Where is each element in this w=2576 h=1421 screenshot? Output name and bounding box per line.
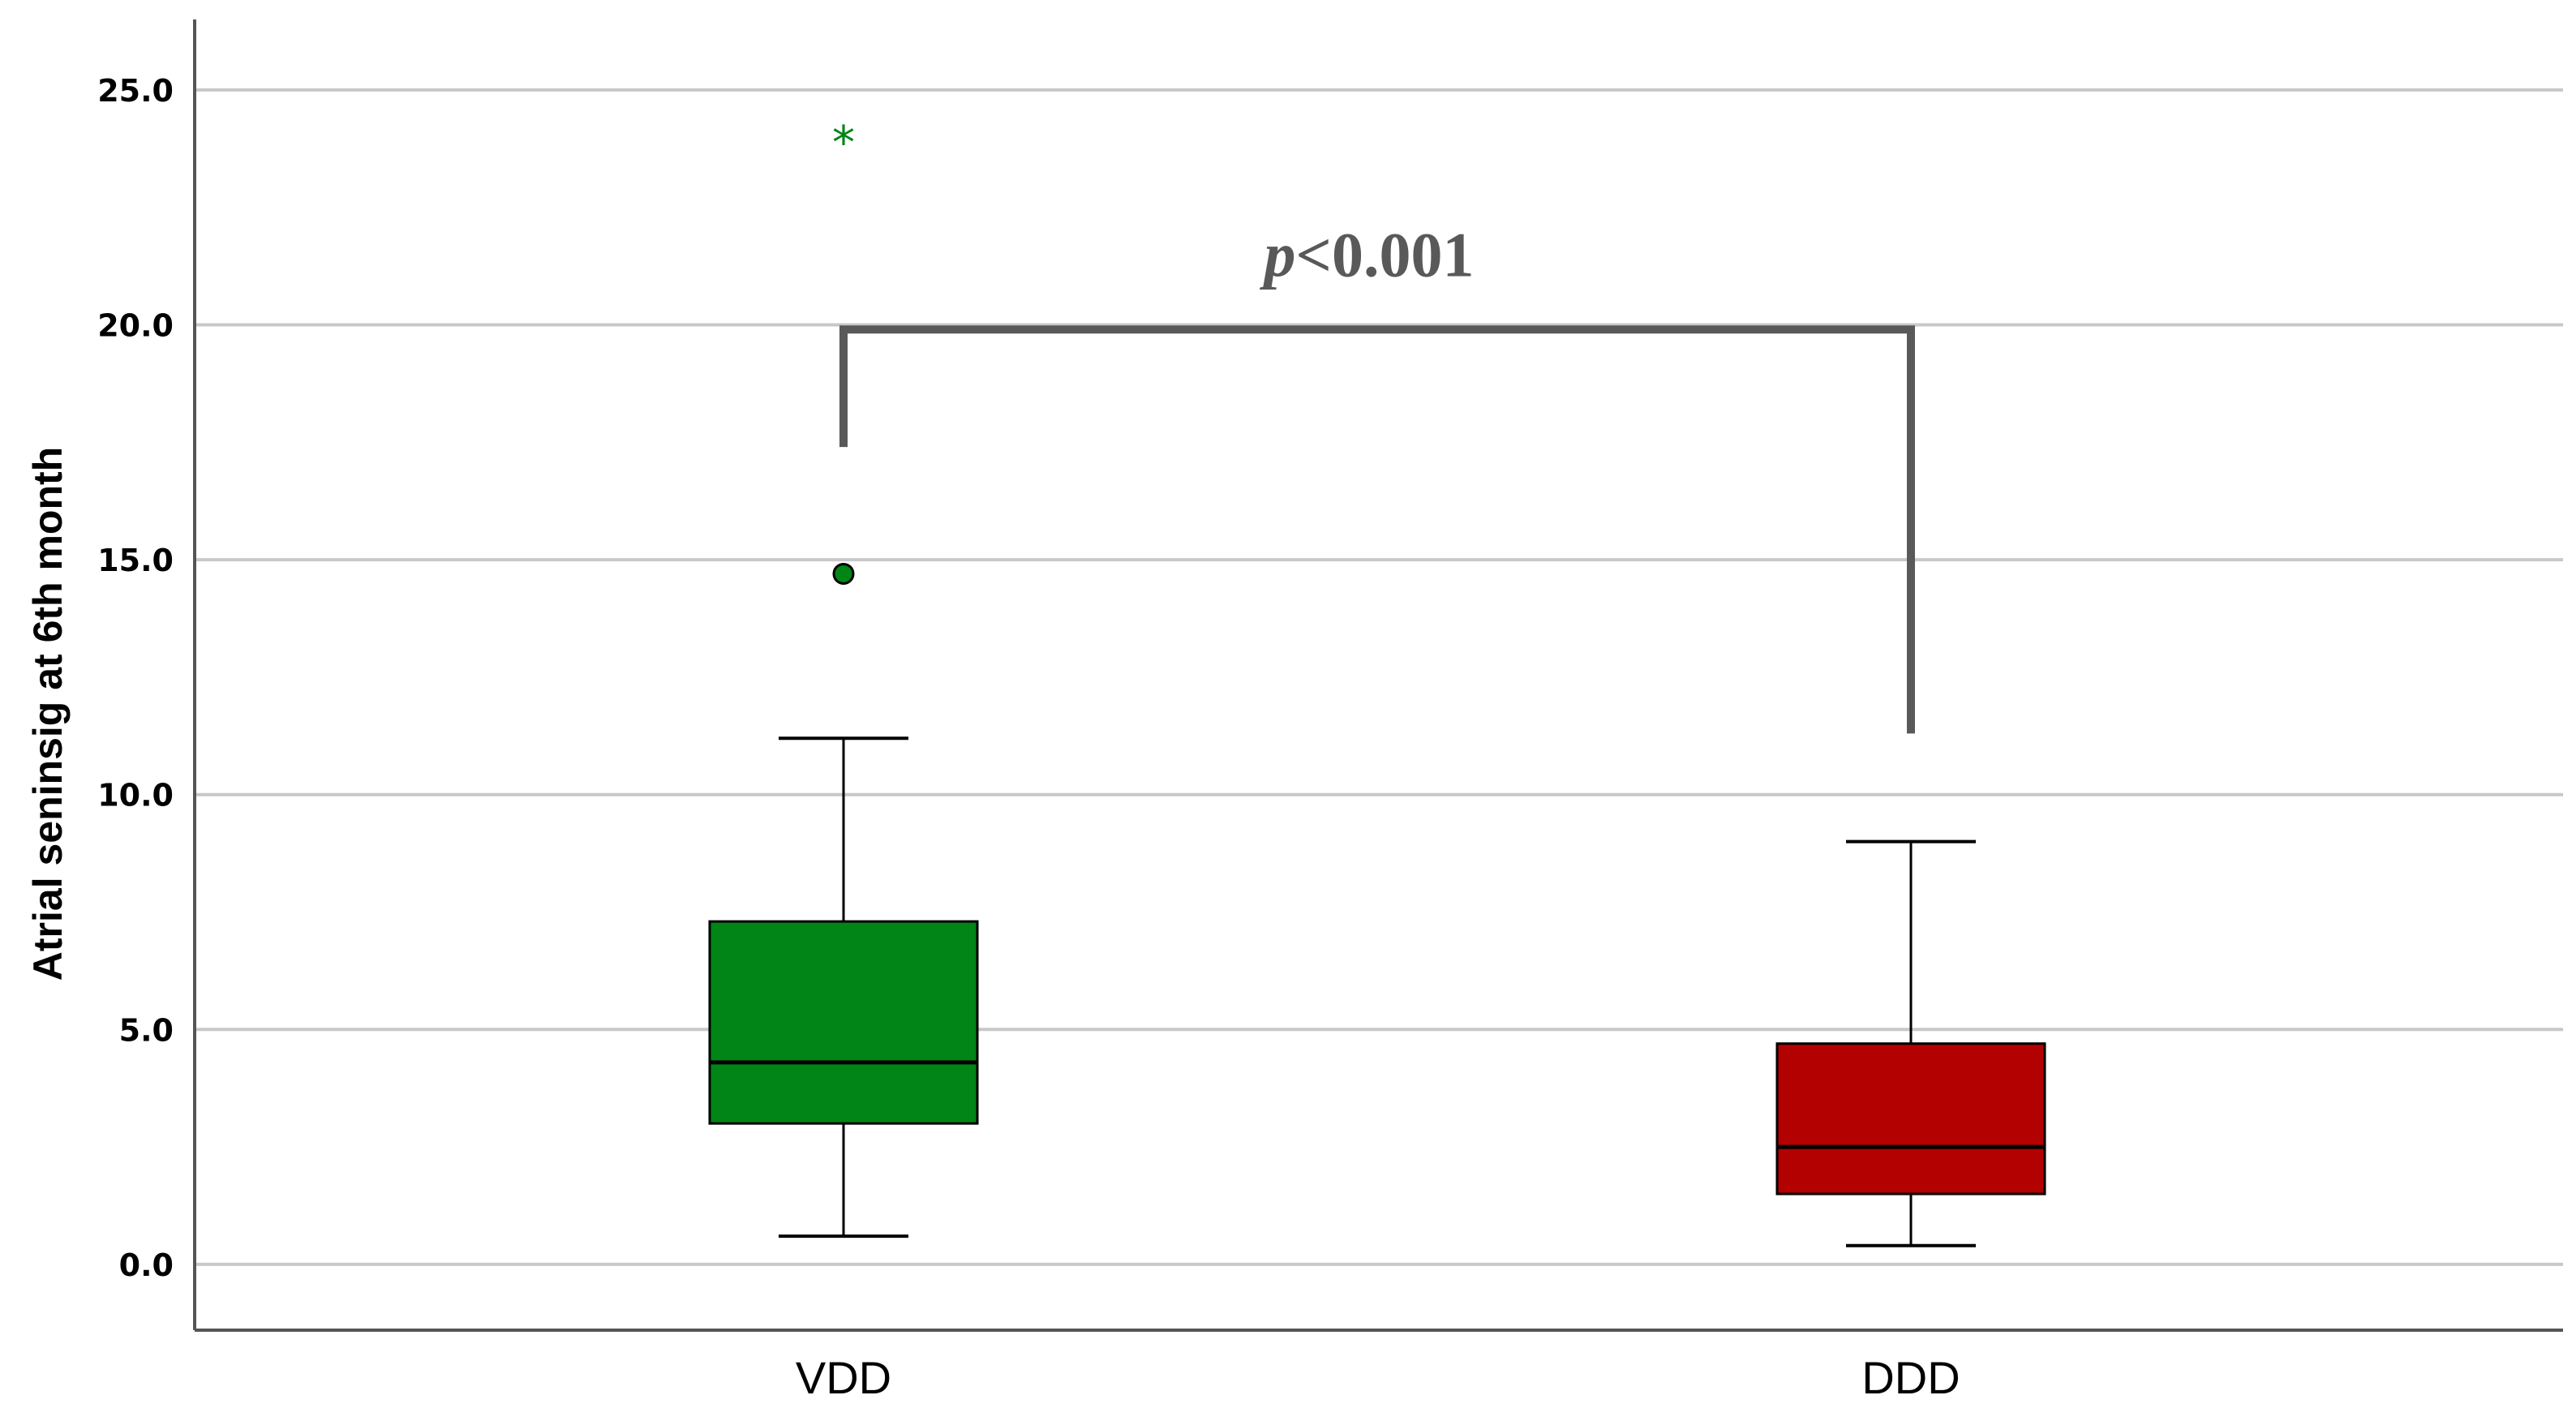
p-value-symbol: p <box>1260 219 1296 290</box>
extreme-marker-0: * <box>832 117 855 170</box>
y-tick-label-5: 25.0 <box>97 73 174 109</box>
axes <box>193 19 2563 1332</box>
box-vdd: * <box>708 117 979 1239</box>
x-tick-label-ddd: DDD <box>1861 1352 1960 1403</box>
significance-bracket <box>839 325 1915 734</box>
y-tick-label-3: 15.0 <box>97 543 174 578</box>
annotation: p<0.001 <box>839 219 1915 734</box>
y-tick-label-4: 20.0 <box>97 307 174 343</box>
box-ddd <box>1775 839 2046 1247</box>
iqr-box <box>1775 1042 2046 1196</box>
outlier-0 <box>832 562 855 585</box>
labels: 0.0 5.0 10.0 15.0 20.0 25.0 Atrial seninsig at… <box>25 73 1960 1403</box>
p-value-text: <0.001 <box>1296 219 1475 290</box>
y-tick-label-0: 0.0 <box>119 1247 174 1283</box>
iqr-box <box>708 920 979 1125</box>
y-tick-label-2: 10.0 <box>97 778 174 814</box>
y-tick-label-1: 5.0 <box>119 1012 174 1048</box>
gridlines <box>195 88 2563 1266</box>
boxes: * <box>708 117 2046 1247</box>
p-value-label: p<0.001 <box>1260 219 1475 290</box>
y-axis-title: Atrial seninsig at 6th month <box>25 447 71 981</box>
x-tick-label-vdd: VDD <box>796 1352 891 1403</box>
